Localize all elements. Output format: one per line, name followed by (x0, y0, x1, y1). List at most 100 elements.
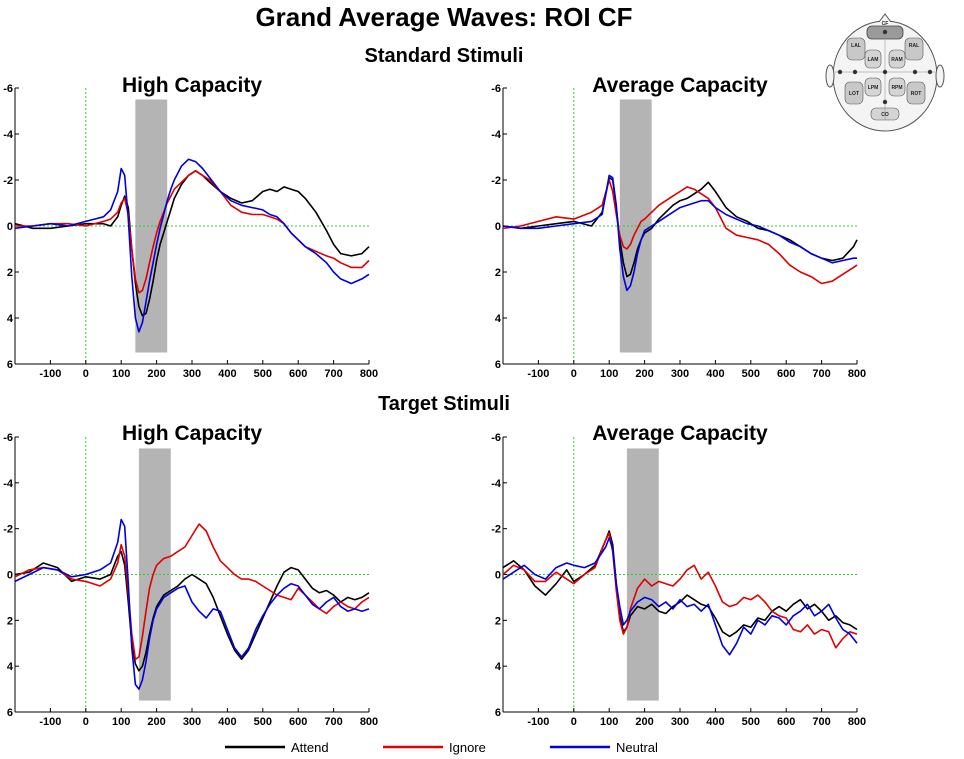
series-line-attend (14, 550, 370, 672)
y-tick-label: -6 (491, 432, 501, 444)
x-tick-label: 800 (360, 368, 378, 380)
x-tick-label: 200 (635, 716, 653, 728)
electrode-dot (837, 69, 843, 75)
series-line-neutral (14, 518, 370, 690)
region-lot (844, 81, 864, 105)
head-ear-left (825, 64, 835, 88)
y-tick-label: -2 (3, 524, 13, 536)
x-tick-label: 100 (112, 716, 130, 728)
region-label-rpm: RPM (891, 85, 902, 91)
chart-panel-3: -6 -4 -2 0 2 4 6 -100 0 100 200 300 400 500 600 700 800 H… (3, 422, 378, 728)
x-tick-label: 0 (571, 368, 577, 380)
x-tick-label: 800 (360, 716, 378, 728)
x-tick-label: 500 (742, 716, 760, 728)
electrode-dot (882, 69, 888, 75)
legend-label-ignore: Ignore (449, 740, 486, 755)
series-line-attend (14, 170, 370, 317)
x-tick-label: 600 (777, 368, 795, 380)
series-line-neutral (14, 158, 370, 333)
x-tick-label: 700 (812, 368, 830, 380)
chart-panel-2: -6 -4 -2 0 2 4 6 -100 0 100 200 300 400 500 600 700 800 A… (491, 74, 866, 380)
y-tick-label: -6 (3, 83, 13, 95)
y-tick-label: -2 (491, 175, 501, 187)
series-line-neutral (502, 537, 858, 656)
x-tick-label: 600 (289, 368, 307, 380)
legend: Attend Ignore Neutral (225, 740, 658, 755)
legend-label-attend: Attend (291, 740, 329, 755)
y-tick-label: 4 (495, 661, 502, 673)
x-tick-label: 0 (83, 716, 89, 728)
series-line-ignore (14, 523, 370, 661)
region-label-rot: ROT (911, 91, 922, 97)
y-tick-label: 4 (495, 313, 502, 325)
region-ral (904, 37, 924, 61)
y-tick-label: 4 (7, 313, 14, 325)
region-ram (888, 49, 906, 69)
x-tick-label: 600 (289, 716, 307, 728)
panel-title: High Capacity (122, 422, 262, 445)
region-label-co: CO (881, 112, 889, 118)
x-tick-label: 200 (147, 716, 165, 728)
x-tick-label: 700 (324, 716, 342, 728)
y-tick-label: -4 (3, 478, 14, 490)
region-label-lal: LAL (851, 43, 861, 49)
section-title-target: Target Stimuli (378, 393, 510, 415)
region-label-lam: LAM (868, 57, 879, 63)
electrode-dot (912, 69, 918, 75)
y-tick-label: 0 (495, 221, 501, 233)
series-line-neutral (502, 174, 857, 292)
y-tick-label: -2 (3, 175, 13, 187)
x-tick-label: 300 (183, 716, 201, 728)
y-tick-label: -6 (3, 432, 13, 444)
y-tick-label: -6 (491, 83, 501, 95)
y-tick-label: 6 (495, 707, 501, 719)
region-rpm (888, 77, 906, 97)
x-tick-label: 400 (706, 368, 724, 380)
chart-panel-1: -6 -4 -2 0 2 4 6 -100 0 100 200 300 400 500 600 700 800 H… (3, 74, 378, 380)
x-tick-label: 400 (706, 716, 724, 728)
y-tick-label: -2 (491, 524, 501, 536)
x-tick-label: -100 (39, 368, 61, 380)
section-title-standard: Standard Stimuli (365, 45, 524, 67)
series-line-attend (502, 176, 858, 278)
x-tick-label: 400 (218, 716, 236, 728)
region-label-cf: CF (882, 21, 889, 27)
x-tick-label: 300 (671, 716, 689, 728)
x-tick-label: 500 (742, 368, 760, 380)
x-tick-label: 800 (848, 716, 866, 728)
region-label-ral: RAL (909, 43, 919, 49)
x-tick-label: 100 (112, 368, 130, 380)
y-tick-label: 0 (7, 221, 13, 233)
series-line-ignore (502, 532, 858, 649)
electrode-dot (882, 29, 888, 35)
chart-panel-4: -6 -4 -2 0 2 4 6 -100 0 100 200 300 400 500 600 700 800 A… (491, 422, 866, 728)
y-tick-label: 6 (7, 359, 13, 371)
region-label-ram: RAM (891, 57, 902, 63)
x-tick-label: 100 (600, 368, 618, 380)
x-tick-label: -100 (527, 716, 549, 728)
legend-label-neutral: Neutral (616, 740, 658, 755)
x-tick-label: 0 (83, 368, 89, 380)
x-tick-label: -100 (39, 716, 61, 728)
x-tick-label: -100 (527, 368, 549, 380)
y-tick-label: 2 (495, 267, 501, 279)
series-line-ignore (502, 179, 858, 285)
x-tick-label: 0 (571, 716, 577, 728)
region-label-lpm: LPM (868, 85, 879, 91)
series-line-attend (502, 530, 858, 638)
panel-title: Average Capacity (592, 74, 768, 97)
y-tick-label: 2 (7, 267, 13, 279)
head-ear-right (935, 64, 945, 88)
electrode-dot (882, 99, 888, 105)
region-label-lot: LOT (849, 91, 859, 97)
series-line-ignore (15, 170, 370, 294)
y-tick-label: 2 (7, 615, 13, 627)
x-tick-label: 200 (147, 368, 165, 380)
y-tick-label: -4 (491, 478, 502, 490)
x-tick-label: 200 (635, 368, 653, 380)
x-tick-label: 100 (600, 716, 618, 728)
x-tick-label: 700 (812, 716, 830, 728)
region-rot (906, 81, 926, 105)
electrode-head-map: CF LAL RAL LAM RAM LPM RPM LOT ROT CO (825, 13, 945, 132)
